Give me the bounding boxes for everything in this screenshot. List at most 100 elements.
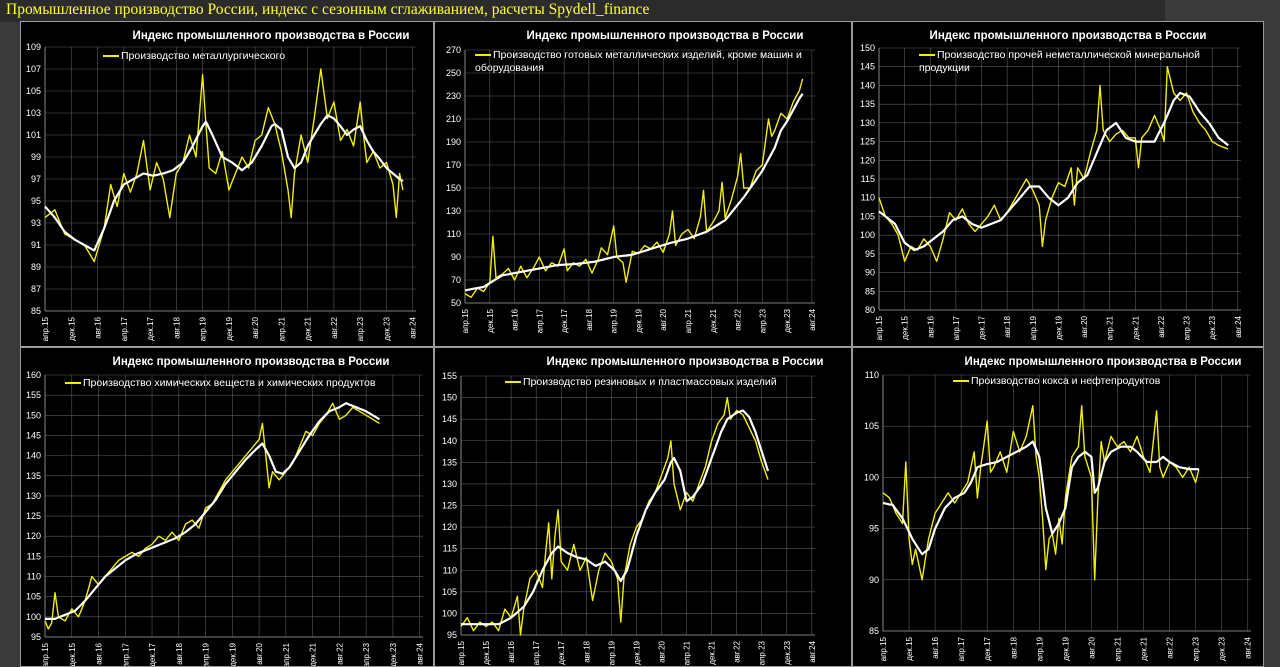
chart-svg-metal-products: Индекс промышленного производства в Росс… — [446, 30, 817, 333]
x-tick-label: дек.23 — [783, 640, 792, 664]
y-tick-label: 70 — [451, 275, 461, 285]
series-line-smoothed — [44, 114, 404, 252]
x-tick-label: авг.20 — [1087, 636, 1096, 658]
x-tick-label: дек.21 — [1131, 315, 1140, 339]
x-tick-label: апр.15 — [875, 315, 884, 340]
chart-panel-chemicals: Индекс промышленного производства в Росс… — [20, 347, 434, 667]
x-tick-label: авг.22 — [733, 640, 742, 662]
legend-label: Производство готовых металлических издел… — [475, 49, 802, 74]
x-tick-label: авг.22 — [734, 308, 743, 330]
y-tick-label: 125 — [26, 511, 41, 521]
chart-panel-metal-products: Индекс промышленного производства в Росс… — [434, 21, 852, 347]
x-tick-label: апр.23 — [1183, 315, 1192, 340]
x-tick-label: авг.20 — [657, 640, 666, 662]
chart-svg-rubber-plastics: Индекс промышленного производства в Росс… — [442, 356, 823, 665]
series-line-raw — [460, 396, 769, 636]
x-tick-label: дек.23 — [1218, 636, 1227, 660]
x-tick-label: дек.23 — [1208, 315, 1217, 339]
y-tick-label: 130 — [860, 118, 875, 128]
y-tick-label: 85 — [865, 286, 875, 296]
x-tick-label: авг.20 — [659, 308, 668, 330]
x-tick-label: авг.20 — [255, 642, 264, 664]
y-tick-label: 109 — [26, 42, 41, 52]
x-tick-label: апр.15 — [41, 642, 50, 667]
y-tick-label: 120 — [860, 155, 875, 165]
x-tick-label: апр.19 — [199, 316, 208, 341]
series-line-smoothed — [461, 409, 770, 626]
x-tick-label: апр.17 — [121, 642, 130, 667]
y-tick-label: 99 — [31, 152, 41, 162]
y-tick-label: 150 — [860, 43, 875, 53]
x-tick-label: авг.24 — [1244, 636, 1253, 658]
y-tick-label: 115 — [27, 551, 41, 561]
x-tick-label: апр.21 — [282, 642, 291, 667]
y-tick-label: 140 — [26, 451, 41, 461]
y-tick-label: 140 — [860, 80, 875, 90]
x-tick-label: апр.17 — [532, 640, 541, 665]
y-tick-label: 170 — [446, 160, 461, 170]
x-tick-label: авг.22 — [1157, 315, 1166, 337]
x-tick-label: апр.17 — [957, 636, 966, 661]
chart-svg-coke-petroleum: Индекс промышленного производства в Росс… — [864, 356, 1253, 661]
x-tick-label: авг.18 — [172, 316, 181, 338]
y-tick-label: 90 — [451, 252, 461, 262]
chart-panel-metallurgy: Индекс промышленного производства в Росс… — [20, 21, 434, 347]
x-tick-label: дек.17 — [557, 640, 566, 664]
chart-title: Индекс промышленного производства в Росс… — [930, 30, 1207, 42]
legend-label: Производство химических веществ и химиче… — [83, 377, 376, 389]
y-tick-label: 50 — [451, 298, 461, 308]
y-tick-label: 95 — [447, 630, 457, 640]
y-tick-label: 130 — [442, 479, 457, 489]
x-tick-label: авг.16 — [511, 308, 520, 330]
x-tick-label: авг.24 — [416, 642, 425, 664]
x-tick-label: апр.23 — [1192, 636, 1201, 661]
x-tick-label: дек.17 — [146, 316, 155, 340]
y-tick-label: 135 — [442, 457, 457, 467]
y-tick-label: 135 — [860, 99, 875, 109]
x-tick-label: апр.19 — [607, 640, 616, 665]
x-tick-label: апр.23 — [758, 308, 767, 333]
x-tick-label: дек.17 — [148, 642, 157, 666]
x-tick-label: апр.15 — [461, 308, 470, 333]
x-tick-label: дек.23 — [389, 642, 398, 666]
chart-panel-rubber-plastics: Индекс промышленного производства в Росс… — [434, 347, 852, 667]
x-tick-label: авг.16 — [926, 315, 935, 337]
series-line-smoothed — [878, 91, 1229, 252]
x-tick-label: авг.18 — [175, 642, 184, 664]
y-tick-label: 150 — [26, 410, 41, 420]
x-tick-label: апр.21 — [684, 308, 693, 333]
x-tick-label: авг.16 — [507, 640, 516, 662]
y-tick-label: 125 — [860, 137, 875, 147]
x-tick-label: авг.24 — [1234, 315, 1243, 337]
x-tick-label: авг.24 — [409, 316, 418, 338]
y-tick-label: 190 — [446, 137, 461, 147]
y-tick-label: 230 — [446, 91, 461, 101]
chart-title: Индекс промышленного производства в Росс… — [133, 30, 410, 42]
y-tick-label: 125 — [442, 501, 457, 511]
y-tick-label: 110 — [27, 572, 41, 582]
y-tick-label: 110 — [443, 565, 457, 575]
y-tick-label: 100 — [442, 608, 457, 618]
series-line-raw — [464, 78, 804, 298]
y-tick-label: 89 — [31, 262, 41, 272]
x-tick-label: авг.22 — [1166, 636, 1175, 658]
chart-svg-metallurgy: Индекс промышленного производства в Росс… — [26, 30, 418, 341]
x-tick-label: дек.17 — [560, 308, 569, 332]
chart-title: Индекс промышленного производства в Росс… — [113, 356, 390, 368]
y-tick-label: 135 — [26, 471, 41, 481]
x-tick-label: апр.19 — [610, 308, 619, 333]
x-tick-label: дек.15 — [67, 316, 76, 340]
x-tick-label: апр.17 — [952, 315, 961, 340]
legend-label: Производство прочей неметаллической мине… — [919, 49, 1200, 74]
x-tick-label: апр.23 — [758, 640, 767, 665]
series-line-raw — [44, 68, 404, 263]
x-tick-label: дек.15 — [68, 642, 77, 666]
x-tick-label: дек.23 — [783, 308, 792, 332]
y-tick-label: 130 — [446, 206, 461, 216]
x-tick-label: дек.19 — [1054, 315, 1063, 339]
x-tick-label: апр.19 — [1035, 636, 1044, 661]
page-title: Промышленное производство России, индекс… — [6, 1, 650, 18]
chart-title: Индекс промышленного производства в Росс… — [527, 30, 804, 42]
x-tick-label: авг.20 — [1080, 315, 1089, 337]
y-tick-label: 103 — [26, 108, 41, 118]
